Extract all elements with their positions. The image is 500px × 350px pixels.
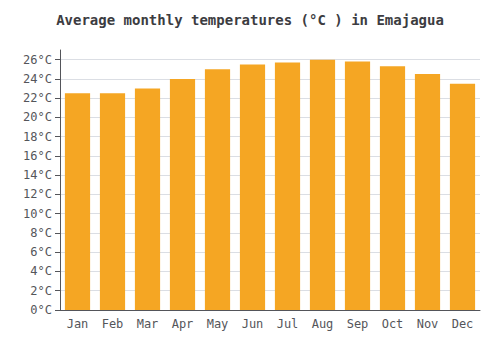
svg-text:10°C: 10°C bbox=[23, 207, 52, 221]
svg-text:Aug: Aug bbox=[312, 317, 334, 331]
svg-text:Average monthly temperatures (: Average monthly temperatures (°C ) in Em… bbox=[56, 12, 444, 28]
svg-text:Jun: Jun bbox=[242, 317, 264, 331]
svg-text:24°C: 24°C bbox=[23, 72, 52, 86]
svg-text:26°C: 26°C bbox=[23, 53, 52, 67]
svg-text:0°C: 0°C bbox=[30, 303, 52, 317]
svg-text:20°C: 20°C bbox=[23, 110, 52, 124]
svg-text:Sep: Sep bbox=[347, 317, 369, 331]
svg-text:16°C: 16°C bbox=[23, 149, 52, 163]
svg-text:Feb: Feb bbox=[102, 317, 124, 331]
svg-text:6°C: 6°C bbox=[30, 245, 52, 259]
svg-text:18°C: 18°C bbox=[23, 130, 52, 144]
svg-text:May: May bbox=[207, 317, 229, 331]
svg-text:Mar: Mar bbox=[137, 317, 159, 331]
svg-text:8°C: 8°C bbox=[30, 226, 52, 240]
svg-text:Jan: Jan bbox=[67, 317, 89, 331]
svg-text:2°C: 2°C bbox=[30, 284, 52, 298]
svg-text:Dec: Dec bbox=[452, 317, 474, 331]
svg-text:14°C: 14°C bbox=[23, 168, 52, 182]
svg-text:Apr: Apr bbox=[172, 317, 194, 331]
svg-text:4°C: 4°C bbox=[30, 264, 52, 278]
svg-text:Nov: Nov bbox=[417, 317, 439, 331]
svg-text:Oct: Oct bbox=[382, 317, 404, 331]
svg-text:12°C: 12°C bbox=[23, 187, 52, 201]
svg-text:Jul: Jul bbox=[277, 317, 299, 331]
svg-text:22°C: 22°C bbox=[23, 91, 52, 105]
